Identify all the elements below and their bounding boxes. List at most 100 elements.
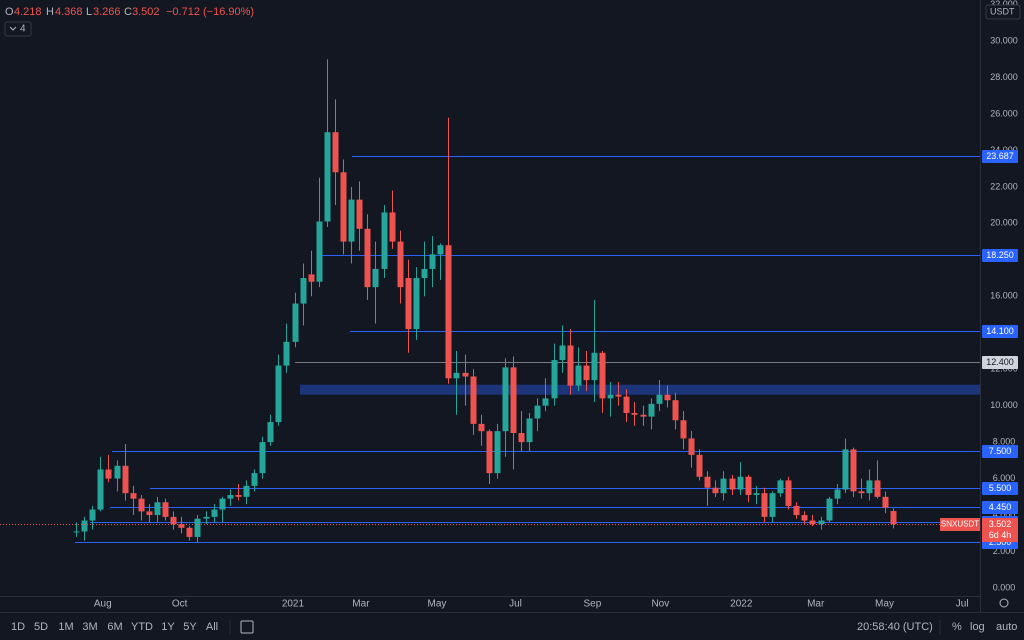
countdown: 6d 4h <box>989 530 1012 540</box>
body <box>251 473 258 486</box>
body <box>462 372 469 377</box>
body <box>332 132 339 173</box>
tags-layer: 23.687 18.250 14.100 12.400 7.500 5.500 4.450 3… <box>940 150 1018 549</box>
body <box>842 449 849 490</box>
currency-select[interactable] <box>985 4 1021 20</box>
body <box>235 494 242 497</box>
header: O 4.218 H 4.368 L 3.266 C 3.502 −0.712 (… <box>4 4 1021 37</box>
body <box>874 480 881 497</box>
body <box>130 493 137 499</box>
ohlc-label: H <box>46 6 54 18</box>
body <box>559 345 566 361</box>
option[interactable]: log <box>970 621 985 633</box>
symbol-tag <box>940 518 980 531</box>
body <box>203 516 210 519</box>
body <box>89 509 96 521</box>
range-button[interactable]: 1Y <box>161 621 175 633</box>
body <box>413 278 420 330</box>
clock: 20:58:40 (UTC) <box>857 621 933 633</box>
body <box>243 485 250 497</box>
indicator-toggle[interactable] <box>4 21 32 37</box>
body <box>283 341 290 366</box>
y-tick-label: 16.000 <box>990 291 1018 301</box>
body <box>194 518 201 537</box>
body <box>688 438 695 455</box>
ohlc-label: O <box>5 6 14 18</box>
y-tick-label: 10.000 <box>990 400 1018 410</box>
body <box>518 433 525 443</box>
body <box>364 228 371 288</box>
body <box>866 480 873 494</box>
range-button[interactable]: 1D <box>11 621 25 633</box>
body <box>405 278 412 330</box>
settings-icon[interactable] <box>999 598 1009 608</box>
body <box>73 531 80 533</box>
body <box>445 245 452 379</box>
body <box>656 394 663 404</box>
option[interactable]: % <box>952 621 962 633</box>
axis-layer: 0.0002.0004.0006.0008.00010.00012.00014.… <box>94 0 1018 610</box>
body <box>801 515 808 521</box>
y-tick-label: 26.000 <box>990 108 1018 118</box>
range-button[interactable]: All <box>206 621 218 633</box>
option[interactable]: auto <box>996 621 1017 633</box>
body <box>542 398 549 406</box>
body <box>275 365 282 423</box>
level-label: 12.400 <box>986 357 1014 367</box>
body <box>551 360 558 399</box>
calendar-icon[interactable] <box>240 620 254 634</box>
x-tick-label: Mar <box>352 599 370 610</box>
body <box>704 476 711 488</box>
level-label: 18.250 <box>986 250 1014 260</box>
body <box>381 212 388 269</box>
range-button[interactable]: 3M <box>82 621 97 633</box>
ohlc-value: 4.218 <box>14 6 42 18</box>
body <box>510 367 517 434</box>
x-tick-label: Nov <box>651 599 669 610</box>
x-tick-label: Jul <box>509 599 522 610</box>
body <box>777 480 784 494</box>
range-button[interactable]: YTD <box>131 621 153 633</box>
ohlc-label: C <box>124 6 132 18</box>
x-tick-label: 2021 <box>282 599 305 610</box>
price-label: 3.502 <box>989 519 1012 529</box>
body <box>494 431 501 474</box>
body <box>850 449 857 492</box>
range-button[interactable]: 5Y <box>183 621 197 633</box>
body <box>826 498 833 521</box>
body <box>591 352 598 381</box>
body <box>316 221 323 282</box>
body <box>631 412 638 415</box>
body <box>858 491 865 494</box>
y-tick-label: 8.000 <box>993 436 1016 446</box>
body <box>769 493 776 517</box>
range-button[interactable]: 5D <box>34 621 48 633</box>
chevron-icon <box>9 26 17 31</box>
level-label: 5.500 <box>989 483 1012 493</box>
body <box>356 199 363 229</box>
level-tag <box>982 356 1018 369</box>
body <box>178 524 185 528</box>
body <box>219 498 226 510</box>
y-tick-label: 28.000 <box>990 72 1018 82</box>
ohlc-value: 3.502 <box>132 6 160 18</box>
body <box>162 502 169 517</box>
change: −0.712 (−16.90%) <box>166 6 254 18</box>
body <box>421 268 428 279</box>
y-tick-label: 20.000 <box>990 218 1018 228</box>
x-tick-label: Sep <box>583 599 601 610</box>
body <box>478 423 485 432</box>
level-tag <box>982 325 1018 338</box>
x-tick-label: 2022 <box>730 599 753 610</box>
x-tick-label: Jul <box>956 599 969 610</box>
body <box>105 469 112 479</box>
range-button[interactable]: 6M <box>107 621 122 633</box>
body <box>737 476 744 490</box>
body <box>623 396 630 413</box>
range-button[interactable]: 1M <box>58 621 73 633</box>
x-tick-label: Oct <box>172 599 188 610</box>
toolbar: 1D 5D 1M 3M 6M YTD 1Y 5Y All 20:58:40 (UTC) % lo… <box>11 598 1017 634</box>
body <box>680 420 687 439</box>
body <box>502 367 509 432</box>
